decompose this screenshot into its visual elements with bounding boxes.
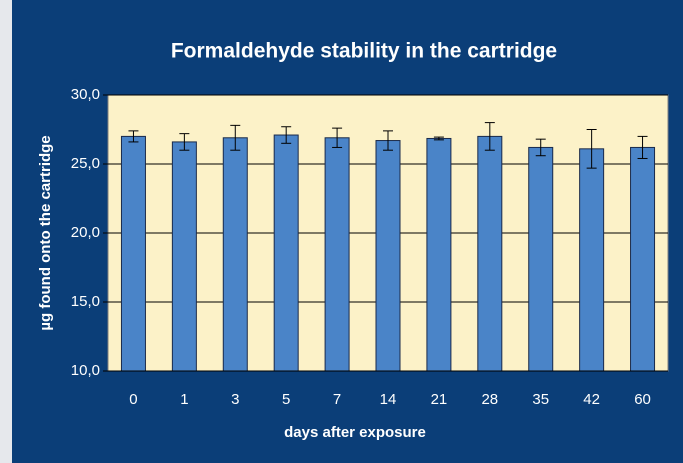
x-tick-label: 35 (532, 391, 549, 408)
bar (528, 146, 554, 372)
x-tick-label: 60 (634, 391, 651, 408)
error-bar (586, 129, 597, 169)
error-bar (281, 126, 292, 144)
x-tick-label: 21 (431, 391, 448, 408)
bar (120, 135, 146, 372)
bar (426, 137, 452, 372)
x-axis-label: days after exposure (284, 424, 426, 441)
y-tick-label: 30,0 (71, 86, 100, 103)
bar (375, 140, 401, 372)
x-tick-label: 28 (481, 391, 498, 408)
error-bar (484, 122, 495, 151)
y-axis-label: µg found onto the cartridge (37, 135, 54, 330)
x-tick-label: 3 (231, 391, 239, 408)
x-tick-label: 14 (380, 391, 397, 408)
bar (171, 141, 197, 372)
error-bar (383, 130, 393, 151)
x-tick-label: 1 (180, 391, 188, 408)
error-bar (179, 133, 190, 151)
error-bar (535, 138, 546, 157)
x-tick-label: 5 (282, 391, 290, 408)
y-tick-label: 10,0 (71, 362, 100, 379)
x-tick-label: 42 (583, 391, 600, 408)
error-bar (128, 130, 139, 143)
x-tick-label: 0 (129, 391, 137, 408)
bar (222, 137, 248, 372)
bar (630, 146, 656, 372)
error-bar (433, 136, 444, 141)
chart-title: Formaldehyde stability in the cartridge (171, 40, 557, 63)
x-tick-label: 7 (333, 391, 341, 408)
bar (273, 134, 299, 372)
error-bar (637, 135, 648, 159)
error-bar (230, 124, 241, 151)
error-bar (332, 127, 343, 148)
y-tick-label: 15,0 (71, 293, 100, 310)
bar (477, 135, 503, 372)
y-tick-label: 25,0 (71, 155, 100, 172)
y-tick-label: 20,0 (71, 224, 100, 241)
bar (579, 148, 605, 372)
bar (324, 137, 350, 372)
